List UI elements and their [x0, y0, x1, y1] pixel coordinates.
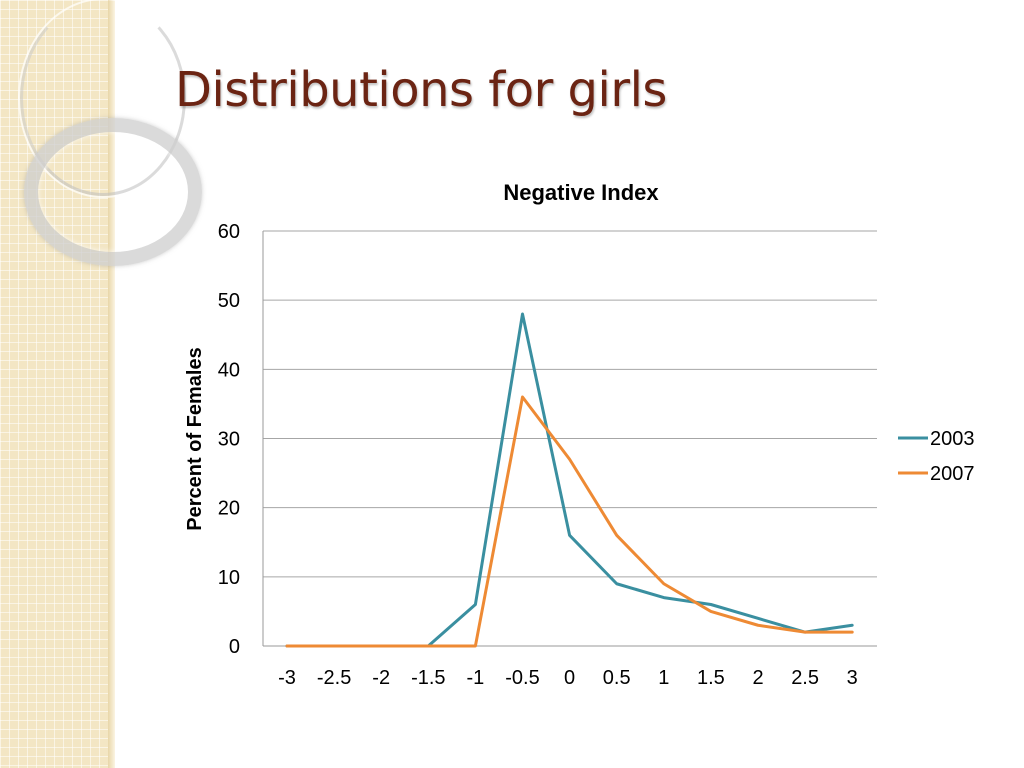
chart-title: Negative Index	[503, 180, 659, 205]
decorative-side-edge	[108, 0, 115, 768]
series-lines	[285, 312, 854, 648]
x-tick-label: 3	[847, 667, 858, 689]
y-tick-label: 60	[218, 221, 240, 243]
y-tick-label: 0	[229, 636, 240, 658]
y-tick-label: 40	[218, 359, 240, 381]
slide-title: Distributions for girls	[175, 62, 667, 118]
x-tick-label: -3	[278, 667, 296, 689]
gridlines	[262, 230, 877, 647]
x-tick-labels: -3 -2.5 -2 -1.5 -1 -0.5 0 0.5 1 1.5 2 2.5 3	[278, 667, 858, 689]
legend-label: 2003	[930, 428, 975, 450]
x-tick-label: -1.5	[411, 667, 445, 689]
legend-label: 2007	[930, 463, 975, 485]
x-tick-label: -2	[372, 667, 390, 689]
y-tick-labels: 0 10 20 30 40 50 60	[218, 221, 240, 658]
y-tick-label: 30	[218, 429, 240, 451]
x-tick-label: 0.5	[603, 667, 631, 689]
x-tick-label: 0	[564, 667, 575, 689]
x-tick-label: -2.5	[317, 667, 351, 689]
legend: 2003 2007	[898, 428, 975, 485]
x-tick-label: 1	[658, 667, 669, 689]
x-tick-label: -1	[467, 667, 485, 689]
y-tick-label: 50	[218, 290, 240, 312]
x-tick-label: -0.5	[505, 667, 539, 689]
y-tick-label: 10	[218, 567, 240, 589]
x-tick-label: 1.5	[697, 667, 725, 689]
y-tick-label: 20	[218, 498, 240, 520]
x-tick-label: 2.5	[791, 667, 819, 689]
x-tick-label: 2	[752, 667, 763, 689]
y-axis-label: Percent of Females	[184, 347, 206, 530]
series-line-2003	[285, 312, 854, 648]
series-line-2007	[285, 395, 854, 648]
